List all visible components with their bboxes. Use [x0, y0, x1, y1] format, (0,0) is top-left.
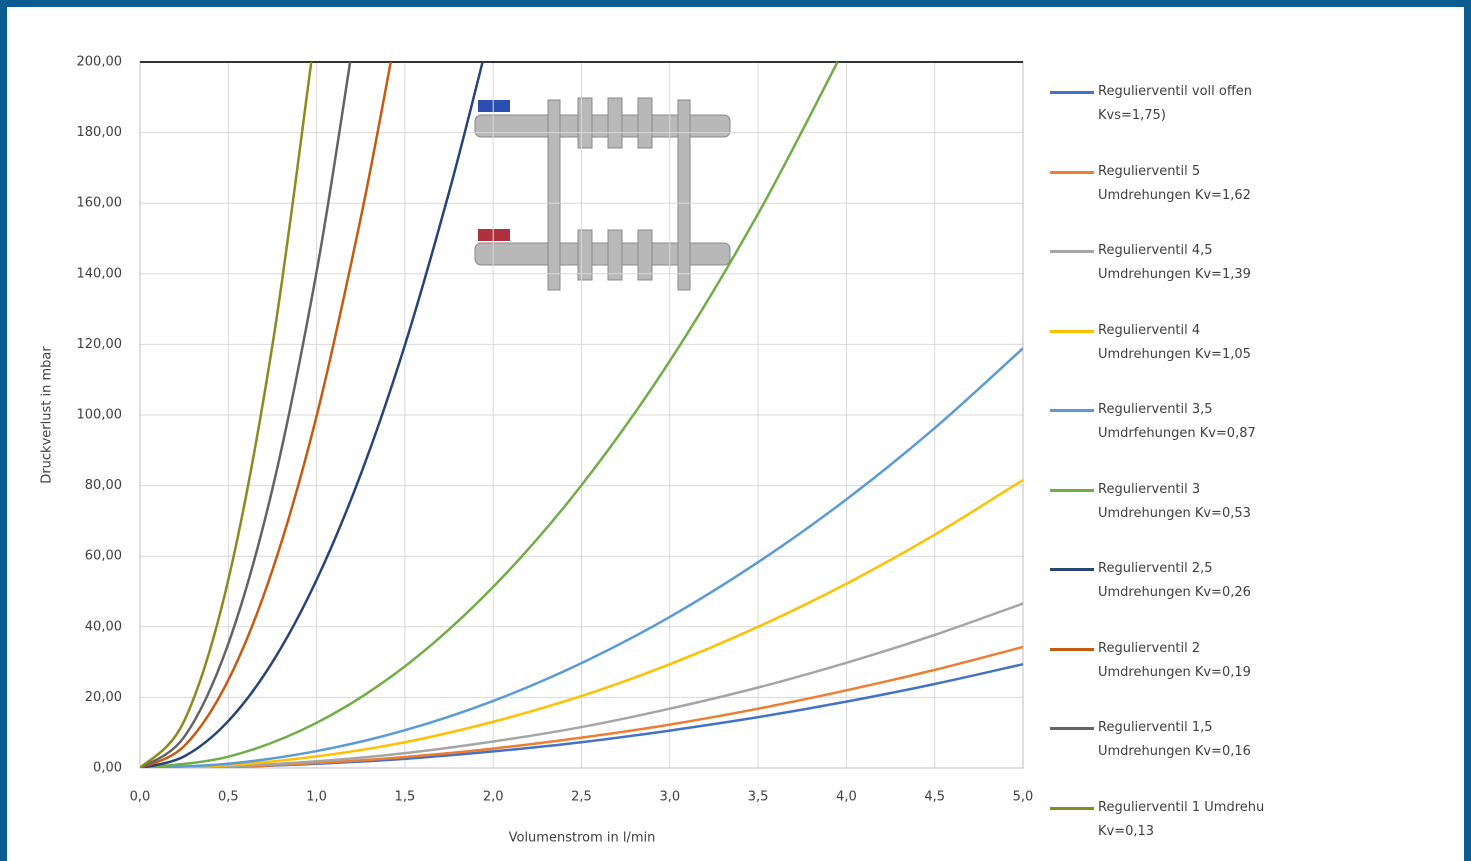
- y-tick-label: 40,00: [85, 619, 122, 634]
- legend-label: Regulierventil 4,5 Umdrehungen Kv=1,39: [1098, 243, 1251, 282]
- x-tick-label: 1,0: [306, 790, 327, 805]
- y-axis-title: Druckverlust in mbar: [40, 346, 55, 484]
- legend-swatch: [1050, 250, 1094, 253]
- legend-swatch: [1050, 170, 1094, 174]
- x-tick-label: 2,0: [483, 790, 504, 805]
- series-line: [140, 61, 839, 768]
- legend-label: Regulierventil 5 Umdrehungen Kv=1,62: [1098, 163, 1251, 203]
- y-tick-label: 180,00: [77, 125, 123, 140]
- y-tick-label: 200,00: [77, 55, 123, 70]
- legend-swatch: [1050, 647, 1094, 651]
- x-tick-label: 4,5: [924, 790, 945, 805]
- frame: [7, 7, 1464, 861]
- legend-swatch: [1050, 568, 1094, 571]
- manifold-image: [474, 97, 731, 291]
- x-tick-label: 3,5: [748, 790, 769, 805]
- legend-swatch: [1050, 91, 1094, 94]
- series-line: [140, 478, 1023, 768]
- legend-swatch: [1050, 488, 1094, 492]
- y-tick-label: 140,00: [77, 266, 123, 281]
- x-tick-label: 1,5: [395, 790, 416, 805]
- series-line: [140, 61, 392, 768]
- y-tick-label: 120,00: [77, 337, 123, 352]
- x-tick-label: 3,0: [659, 790, 680, 805]
- x-tick-label: 0,0: [130, 790, 151, 805]
- legend-label: Regulierventil 4 Umdrehungen Kv=1,05: [1098, 322, 1251, 362]
- legend-swatch: [1050, 329, 1094, 333]
- legend-label: Regulierventil 2 Umdrehungen Kv=0,19: [1098, 640, 1251, 680]
- legend-label: Regulierventil 2,5 Umdrehungen Kv=0,26: [1098, 561, 1251, 600]
- legend-label: Regulierventil 1 Umdrehu Kv=0,13: [1098, 799, 1265, 839]
- series-line: [140, 645, 1023, 768]
- legend-label: Regulierventil 1,5 Umdrehungen Kv=0,16: [1098, 720, 1251, 759]
- legend-label: Regulierventil 3,5 Umdrfehungen Kv=0,87: [1098, 402, 1256, 441]
- x-tick-label: 2,5: [571, 790, 592, 805]
- series-line: [140, 61, 484, 768]
- series-line: [140, 602, 1023, 768]
- series-line: [140, 347, 1023, 768]
- legend-label: Regulierventil voll offen Kvs=1,75): [1098, 84, 1253, 123]
- x-axis-title: Volumenstrom in l/min: [509, 831, 656, 846]
- series-line: [140, 61, 352, 768]
- legend-swatch: [1050, 806, 1094, 810]
- x-tick-label: 0,5: [218, 790, 239, 805]
- y-tick-label: 60,00: [85, 549, 122, 564]
- y-tick-label: 160,00: [77, 196, 123, 211]
- legend-swatch: [1050, 409, 1094, 412]
- legend-label: Regulierventil 3 Umdrehungen Kv=0,53: [1098, 481, 1251, 521]
- x-tick-label: 4,0: [836, 790, 857, 805]
- y-tick-label: 0,00: [93, 761, 122, 776]
- y-tick-label: 20,00: [85, 690, 122, 705]
- series-line: [140, 61, 313, 768]
- y-tick-label: 100,00: [77, 408, 123, 423]
- x-tick-label: 5,0: [1013, 790, 1034, 805]
- y-tick-label: 80,00: [85, 478, 122, 493]
- legend-swatch: [1050, 727, 1094, 730]
